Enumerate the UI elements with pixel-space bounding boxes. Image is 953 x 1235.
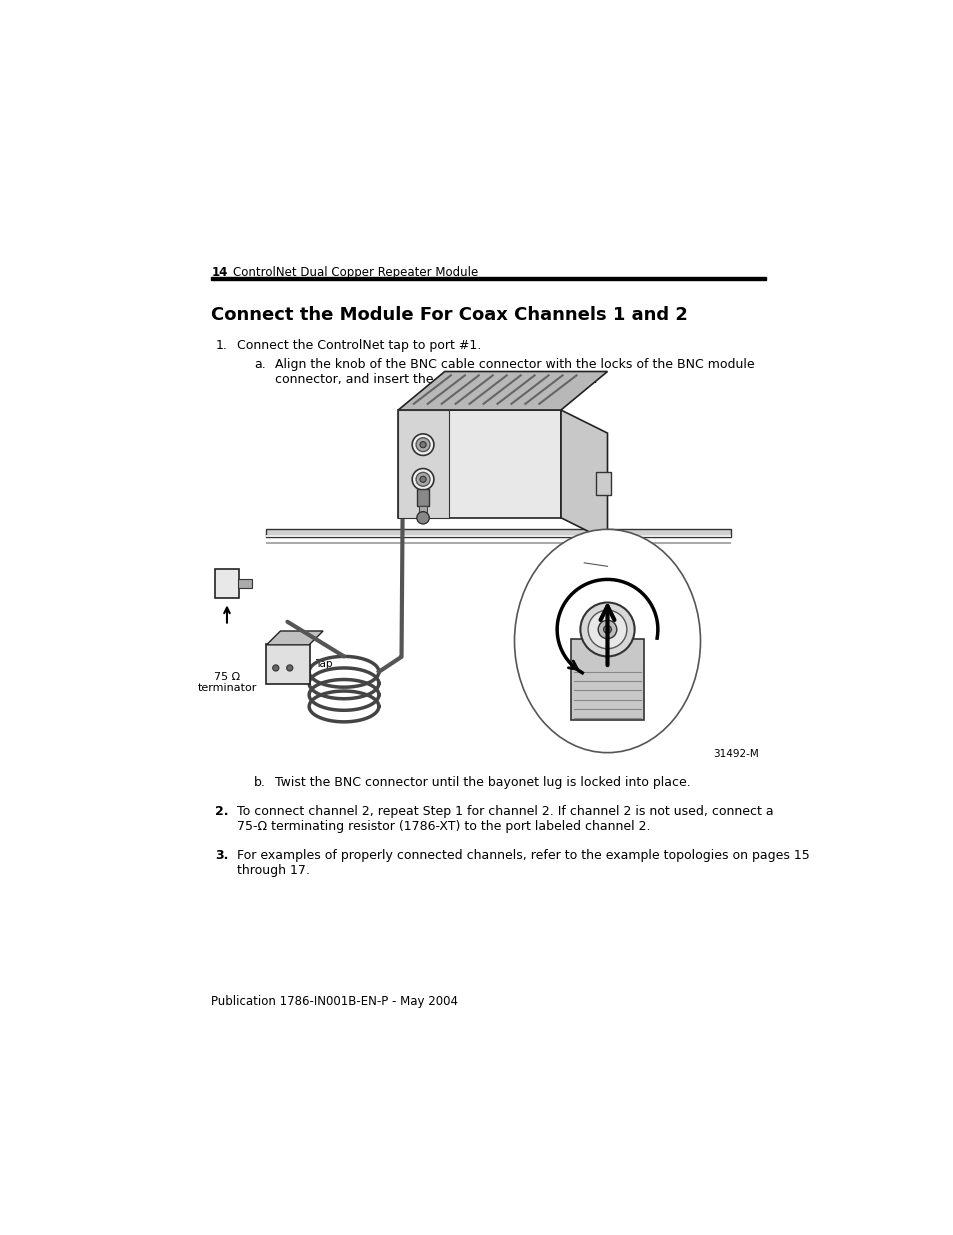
Circle shape <box>419 442 426 448</box>
Text: BNC connector: BNC connector <box>592 564 675 574</box>
Bar <box>596 472 611 495</box>
Circle shape <box>598 620 617 638</box>
Text: ControlNet Dual Copper Repeater Module: ControlNet Dual Copper Repeater Module <box>233 266 477 279</box>
FancyBboxPatch shape <box>266 645 310 684</box>
Circle shape <box>579 603 634 656</box>
Text: terminator: terminator <box>197 683 256 693</box>
Text: Align the knob of the BNC cable connector with the locks of the BNC module
conne: Align the knob of the BNC cable connecto… <box>274 358 754 387</box>
Circle shape <box>273 664 278 671</box>
Text: 2.: 2. <box>215 805 229 818</box>
Text: Tap: Tap <box>315 659 333 669</box>
Text: b.: b. <box>253 776 266 789</box>
Ellipse shape <box>514 530 700 752</box>
Bar <box>266 530 731 537</box>
Bar <box>266 535 731 537</box>
Text: A: A <box>604 625 610 634</box>
Text: To connect channel 2, repeat Step 1 for channel 2. If channel 2 is not used, con: To connect channel 2, repeat Step 1 for … <box>236 805 773 834</box>
Text: For examples of properly connected channels, refer to the example topologies on : For examples of properly connected chann… <box>236 848 809 877</box>
Polygon shape <box>397 372 607 410</box>
FancyBboxPatch shape <box>397 410 560 517</box>
Circle shape <box>286 664 293 671</box>
Circle shape <box>416 511 429 524</box>
Polygon shape <box>560 410 607 541</box>
FancyBboxPatch shape <box>215 569 238 598</box>
Bar <box>418 506 427 517</box>
Bar <box>397 410 448 517</box>
Text: Connect the ControlNet tap to port #1.: Connect the ControlNet tap to port #1. <box>236 340 481 352</box>
Bar <box>237 579 252 588</box>
Circle shape <box>416 437 430 452</box>
Text: 14: 14 <box>212 266 228 279</box>
Circle shape <box>587 610 626 648</box>
Text: a.: a. <box>253 358 266 372</box>
Text: Publication 1786-IN001B-EN-P - May 2004: Publication 1786-IN001B-EN-P - May 2004 <box>212 995 458 1008</box>
Polygon shape <box>266 631 323 645</box>
FancyBboxPatch shape <box>571 640 643 720</box>
Text: 3.: 3. <box>215 848 229 862</box>
Circle shape <box>416 472 430 487</box>
Text: 1.: 1. <box>215 340 227 352</box>
Circle shape <box>603 626 611 634</box>
Bar <box>416 489 429 506</box>
Bar <box>266 542 731 543</box>
Circle shape <box>412 433 434 456</box>
Circle shape <box>412 468 434 490</box>
Text: Twist the BNC connector until the bayonet lug is locked into place.: Twist the BNC connector until the bayone… <box>274 776 690 789</box>
Text: Connect the Module For Coax Channels 1 and 2: Connect the Module For Coax Channels 1 a… <box>212 306 688 324</box>
Text: 75 Ω: 75 Ω <box>213 672 240 682</box>
Text: 31492-M: 31492-M <box>712 748 758 758</box>
Bar <box>212 277 765 280</box>
Circle shape <box>419 477 426 483</box>
